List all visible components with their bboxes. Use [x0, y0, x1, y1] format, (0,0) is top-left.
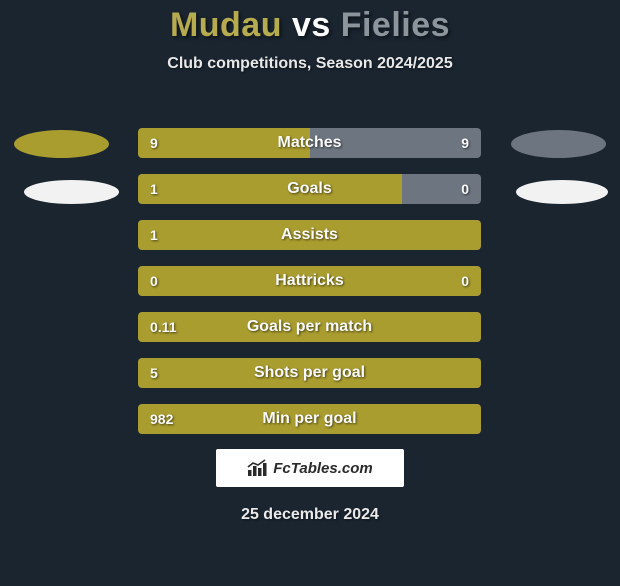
decorative-ellipse: [516, 180, 608, 204]
stat-row: 99Matches: [138, 128, 481, 158]
date-label: 25 december 2024: [0, 506, 620, 524]
player2-name: Fielies: [341, 6, 450, 44]
decorative-ellipse: [14, 130, 109, 158]
stat-bar-left: [138, 266, 481, 296]
watermark: FcTables.com: [216, 449, 404, 487]
chart-icon: [247, 459, 267, 477]
stat-bar-left: [138, 404, 481, 434]
stat-row: 982Min per goal: [138, 404, 481, 434]
stat-bar-left: [138, 128, 310, 158]
stat-row: 10Goals: [138, 174, 481, 204]
stat-bar-right: [310, 128, 482, 158]
watermark-text: FcTables.com: [273, 460, 372, 477]
stat-row: 1Assists: [138, 220, 481, 250]
stat-bar-left: [138, 220, 481, 250]
stat-bar-left: [138, 312, 481, 342]
stat-bar-right: [402, 174, 481, 204]
player1-name: Mudau: [170, 6, 282, 44]
subtitle: Club competitions, Season 2024/2025: [0, 55, 620, 73]
stat-row: 5Shots per goal: [138, 358, 481, 388]
stat-row: 00Hattricks: [138, 266, 481, 296]
stat-bars: 99Matches 10Goals 1Assists 00Hattricks 0.11G…: [138, 128, 481, 450]
comparison-title: Mudau vs Fielies: [0, 6, 620, 45]
decorative-ellipse: [24, 180, 119, 204]
decorative-ellipse: [511, 130, 606, 158]
title-vs: vs: [292, 6, 331, 44]
stat-bar-left: [138, 358, 481, 388]
stat-row: 0.11Goals per match: [138, 312, 481, 342]
stat-bar-left: [138, 174, 402, 204]
